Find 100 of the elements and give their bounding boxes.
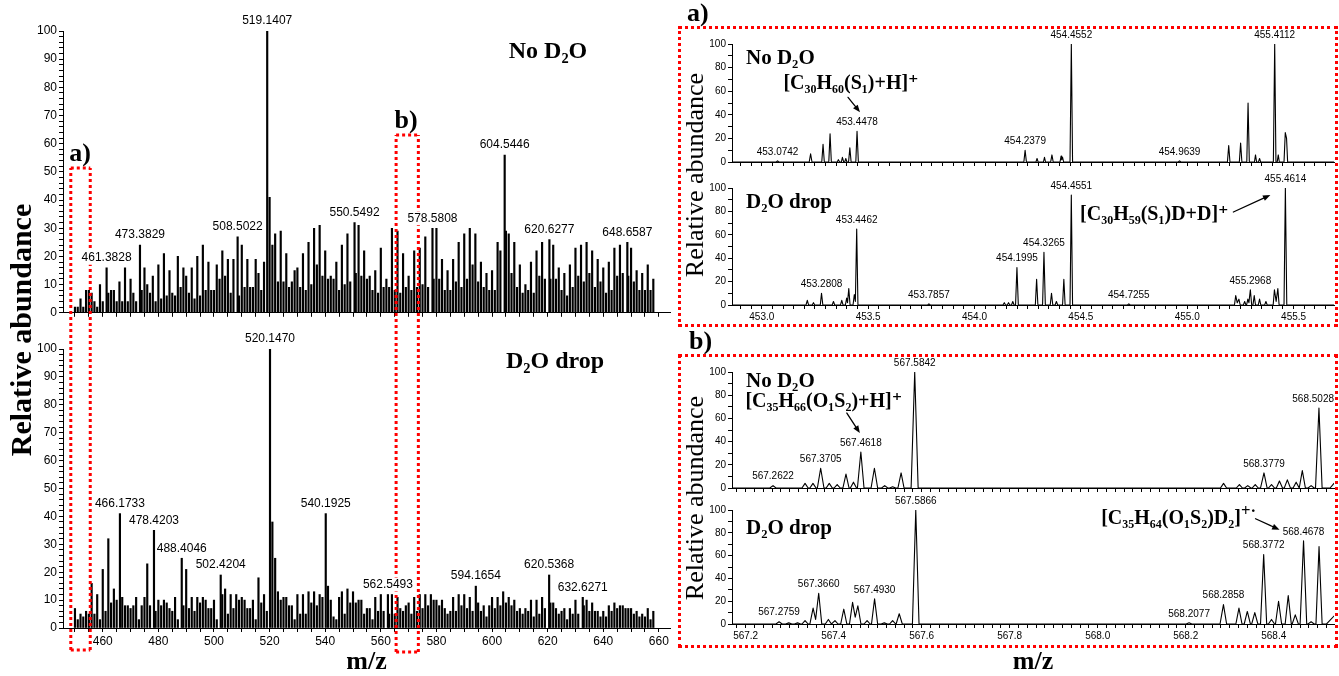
x-tick-label: 460 bbox=[92, 633, 114, 648]
annotation: 453.2808 bbox=[800, 278, 843, 290]
y-tick-label: 60 bbox=[714, 228, 727, 240]
annotation: 454.9639 bbox=[1158, 145, 1201, 157]
bar bbox=[98, 284, 102, 313]
annotation: 454.1995 bbox=[996, 252, 1039, 264]
annotation: 567.5866 bbox=[894, 494, 938, 506]
annotation: 648.6587 bbox=[602, 224, 653, 239]
y-tick-label: 40 bbox=[714, 108, 727, 120]
annotation: 594.1654 bbox=[450, 568, 502, 583]
bar bbox=[613, 247, 616, 313]
bar bbox=[496, 242, 499, 313]
annotation: D₂O drop bbox=[746, 188, 832, 213]
annotation: No D₂O bbox=[746, 367, 815, 392]
y-tick-label: 100 bbox=[36, 23, 58, 38]
y-tick-label: 40 bbox=[43, 192, 58, 207]
bar bbox=[79, 298, 82, 313]
bar bbox=[635, 270, 638, 313]
y-tick-label: 60 bbox=[43, 452, 58, 467]
y-tick-label: 100 bbox=[709, 181, 727, 193]
bar bbox=[452, 258, 455, 313]
bar bbox=[368, 275, 371, 313]
bar bbox=[293, 270, 296, 313]
annotation: 568.3779 bbox=[1243, 457, 1286, 469]
bar bbox=[652, 278, 655, 313]
x-tick-label: 660 bbox=[648, 633, 670, 648]
annotation: 578.5808 bbox=[407, 210, 458, 225]
y-tick-label: 0 bbox=[50, 305, 58, 320]
y-tick-label: 70 bbox=[43, 425, 58, 440]
y-tick-label: 20 bbox=[714, 275, 727, 287]
bar bbox=[529, 261, 533, 313]
annotation: 620.5368 bbox=[524, 557, 575, 572]
bar bbox=[424, 236, 427, 313]
annotation: 478.4203 bbox=[128, 512, 180, 527]
annotation: 455.2968 bbox=[1229, 274, 1272, 286]
y-tick-label: 90 bbox=[43, 369, 58, 384]
annotation: 604.5446 bbox=[479, 137, 531, 152]
bar bbox=[123, 267, 127, 313]
bar bbox=[413, 250, 416, 313]
bar bbox=[607, 261, 610, 313]
y-tick-label: 80 bbox=[714, 205, 727, 217]
bar bbox=[190, 267, 193, 313]
y-tick-label: 10 bbox=[43, 276, 58, 291]
bar bbox=[641, 273, 644, 313]
bar bbox=[446, 270, 449, 313]
annotation: 620.6277 bbox=[524, 221, 575, 236]
y-tick-label: 60 bbox=[714, 549, 727, 561]
bar bbox=[357, 225, 360, 313]
y-tick-label: 0 bbox=[720, 617, 727, 629]
annotation: 568.5028 bbox=[1292, 392, 1335, 404]
bar bbox=[162, 253, 166, 313]
annotation: D₂O drop bbox=[746, 514, 832, 539]
bar bbox=[602, 267, 605, 313]
x-tick-label: 454.0 bbox=[961, 310, 988, 322]
y-tick-label: 20 bbox=[714, 458, 727, 470]
y-tick-label: 80 bbox=[714, 388, 727, 400]
y-tick-label: 20 bbox=[43, 564, 58, 579]
annotation: 454.3265 bbox=[1023, 237, 1066, 249]
bar bbox=[232, 258, 235, 313]
bar bbox=[266, 31, 269, 313]
bar bbox=[207, 261, 210, 313]
annotation: 473.3829 bbox=[114, 227, 166, 242]
bar bbox=[246, 258, 249, 313]
annotation: 488.4046 bbox=[156, 540, 208, 555]
bar bbox=[435, 227, 438, 313]
y-tick-label: 40 bbox=[714, 251, 727, 263]
x-tick-label: 540 bbox=[315, 633, 336, 648]
bar bbox=[374, 270, 377, 313]
x-tick-label: 568.4 bbox=[1261, 629, 1287, 641]
bar bbox=[138, 244, 142, 313]
bar bbox=[329, 275, 332, 313]
y-tick-label: 0 bbox=[720, 481, 727, 493]
y-tick-label: 80 bbox=[43, 397, 58, 412]
bar bbox=[401, 253, 405, 313]
x-axis-title: m/z bbox=[346, 645, 387, 675]
y-axis-title: Relative abundance bbox=[680, 395, 709, 601]
annotation: 632.6271 bbox=[557, 579, 609, 594]
y-tick-label: 60 bbox=[714, 84, 727, 96]
bar bbox=[143, 267, 146, 313]
bar bbox=[176, 256, 179, 313]
x-tick-label: 455.5 bbox=[1281, 310, 1307, 322]
y-tick-label: 50 bbox=[43, 164, 58, 179]
bar bbox=[254, 258, 257, 313]
x-axis-title: m/z bbox=[1012, 645, 1054, 675]
annotation: D₂O drop bbox=[505, 347, 605, 373]
annotation: No D₂O bbox=[508, 37, 588, 63]
annotation: 461.3828 bbox=[81, 250, 132, 265]
bar bbox=[629, 247, 633, 313]
text: b) bbox=[689, 326, 713, 355]
bar bbox=[285, 253, 288, 313]
y-tick-label: 40 bbox=[714, 435, 727, 447]
bar bbox=[215, 264, 218, 313]
y-tick-label: 0 bbox=[50, 620, 58, 635]
x-tick-label: 520 bbox=[259, 633, 280, 648]
text: a) bbox=[687, 0, 709, 27]
y-tick-label: 80 bbox=[43, 79, 58, 94]
y-tick-label: 20 bbox=[714, 594, 727, 606]
bar bbox=[568, 264, 571, 313]
x-tick-label: 568.2 bbox=[1173, 629, 1199, 641]
y-tick-label: 30 bbox=[43, 220, 58, 235]
